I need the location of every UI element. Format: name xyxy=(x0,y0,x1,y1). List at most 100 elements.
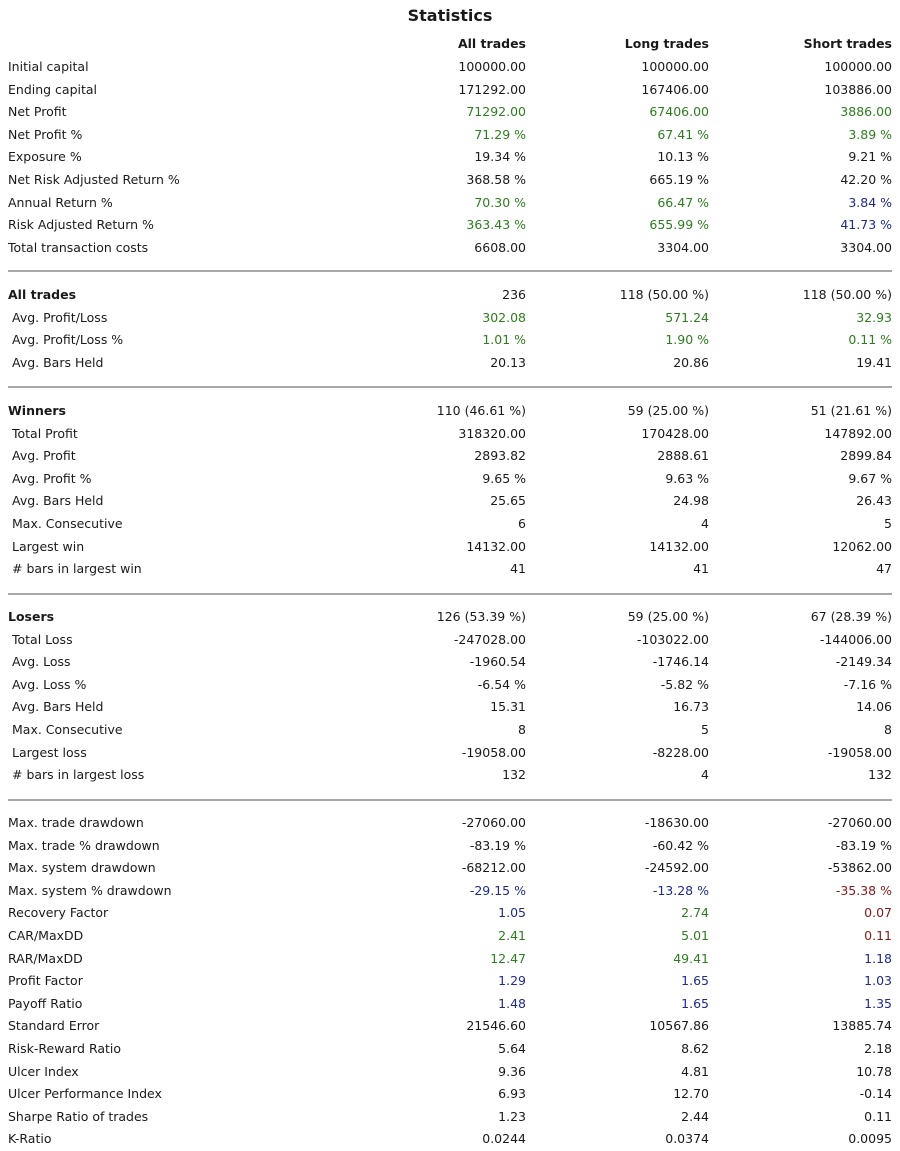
stat-row: Avg. Profit/Loss % 1.01 % 1.90 % 0.11 % xyxy=(0,329,900,351)
stat-value-long: -8228.00 xyxy=(652,744,709,760)
stat-value-short: 26.43 xyxy=(856,493,892,509)
stat-label: Ulcer Index xyxy=(8,1063,79,1079)
stat-row: CAR/MaxDD 2.41 5.01 0.11 xyxy=(0,925,900,947)
stat-value-short: 0.11 xyxy=(864,928,892,943)
stat-row: # bars in largest win 41 41 47 xyxy=(0,558,900,580)
stat-value-long: 5.01 xyxy=(681,928,709,943)
stat-value-long: 4 xyxy=(701,516,709,531)
stat-row: Max. Consecutive 8 5 8 xyxy=(0,719,900,741)
stat-row: # bars in largest loss 132 4 132 xyxy=(0,764,900,786)
stat-value-long: -24592.00 xyxy=(644,860,709,876)
stat-row: Recovery Factor 1.05 2.74 0.07 xyxy=(0,902,900,924)
stat-row: Avg. Profit 2893.82 2888.61 2899.84 xyxy=(0,445,900,467)
stat-value-all: 126 (53.39 %) xyxy=(436,609,526,624)
stat-value-short: 0.0095 xyxy=(848,1131,892,1147)
header-all-trades: All trades xyxy=(457,36,526,51)
stat-row: Standard Error 21546.60 10567.86 13885.74 xyxy=(0,1015,900,1037)
stat-row: Payoff Ratio 1.48 1.65 1.35 xyxy=(0,993,900,1015)
stat-label: Max. Consecutive xyxy=(12,722,123,737)
stat-value-short: -144006.00 xyxy=(819,631,892,647)
stat-value-short: 3.89 % xyxy=(848,126,892,142)
stat-value-long: 9.63 % xyxy=(665,470,709,486)
stat-value-all: 363.43 % xyxy=(466,217,526,233)
stat-label: Total Profit xyxy=(12,425,78,441)
stat-value-all: -27060.00 xyxy=(461,815,526,830)
stat-value-long: 100000.00 xyxy=(641,59,709,74)
stat-row: Avg. Loss % -6.54 % -5.82 % -7.16 % xyxy=(0,674,900,696)
stat-value-long: 12.70 xyxy=(673,1086,709,1102)
stat-row: Avg. Profit/Loss 302.08 571.24 32.93 xyxy=(0,307,900,329)
stat-row: Sharpe Ratio of trades 1.23 2.44 0.11 xyxy=(0,1106,900,1128)
stat-label: Max. system drawdown xyxy=(8,860,156,876)
stat-row: Net Risk Adjusted Return % 368.58 % 665.19… xyxy=(0,169,900,191)
stat-value-short: 5 xyxy=(884,516,892,531)
stat-value-all: 8 xyxy=(518,722,526,737)
stat-value-all: 71.29 % xyxy=(474,126,526,142)
stat-value-long: 8.62 xyxy=(681,1041,709,1056)
stat-label: Total Loss xyxy=(12,631,73,647)
stat-row: Avg. Bars Held 25.65 24.98 26.43 xyxy=(0,490,900,512)
stat-value-all: 1.05 xyxy=(498,905,526,921)
stat-value-all: 100000.00 xyxy=(458,59,526,74)
header-long-trades: Long trades xyxy=(624,36,709,51)
stat-value-short: 0.11 xyxy=(864,1108,892,1124)
stat-value-short: 51 (21.61 %) xyxy=(810,403,892,418)
stat-value-short: 147892.00 xyxy=(824,425,892,441)
stat-value-all: 9.65 % xyxy=(482,470,526,486)
stat-value-all: -29.15 % xyxy=(469,882,526,898)
stat-label: Net Profit xyxy=(8,104,67,120)
stat-value-short: 132 xyxy=(868,767,892,783)
stat-row: Total Profit 318320.00 170428.00 147892.00 xyxy=(0,423,900,445)
stat-label: K-Ratio xyxy=(8,1131,52,1147)
page-title: Statistics xyxy=(407,6,493,25)
stat-label: Avg. Profit/Loss xyxy=(12,309,108,325)
stat-value-long: 66.47 % xyxy=(657,194,709,210)
stat-label: Recovery Factor xyxy=(8,905,109,921)
stat-row: Ulcer Performance Index 6.93 12.70 -0.14 xyxy=(0,1083,900,1105)
stat-value-short: 3304.00 xyxy=(840,239,892,255)
stat-label: Initial capital xyxy=(8,59,89,74)
stat-label: Avg. Loss % xyxy=(12,676,87,692)
stat-row: RAR/MaxDD 12.47 49.41 1.18 xyxy=(0,948,900,970)
stat-row: Max. system drawdown -68212.00 -24592.00 -5… xyxy=(0,857,900,879)
stat-value-all: 25.65 xyxy=(490,493,526,509)
section-divider xyxy=(8,799,892,801)
stat-value-all: 15.31 xyxy=(490,699,526,715)
stat-label: Largest win xyxy=(12,538,85,554)
stat-row: Initial capital 100000.00 100000.00 100000.… xyxy=(0,56,900,78)
stat-value-short: 100000.00 xyxy=(824,59,892,74)
stat-value-all: 368.58 % xyxy=(466,172,526,187)
stat-value-long: 67406.00 xyxy=(649,104,709,120)
stat-value-short: 12062.00 xyxy=(832,538,892,554)
stat-label: Winners xyxy=(8,403,66,418)
stat-value-long: 167406.00 xyxy=(641,81,709,97)
stat-value-long: 10.13 % xyxy=(657,149,709,165)
stat-value-all: -247028.00 xyxy=(453,631,526,647)
stat-value-long: 10567.86 xyxy=(649,1018,709,1034)
stat-row: Avg. Bars Held 15.31 16.73 14.06 xyxy=(0,696,900,718)
stat-label: Avg. Bars Held xyxy=(12,354,104,370)
stat-value-short: 1.03 xyxy=(864,973,892,989)
stat-value-short: -19058.00 xyxy=(827,744,892,760)
section-header-row: Winners 110 (46.61 %) 59 (25.00 %) 51 (21.6… xyxy=(0,400,900,422)
section-divider xyxy=(8,593,892,595)
stat-value-short: 42.20 % xyxy=(840,172,892,187)
stat-value-all: -6.54 % xyxy=(477,676,526,692)
stat-value-long: 67.41 % xyxy=(657,126,709,142)
stat-value-all: 132 xyxy=(502,767,526,783)
stat-value-all: 6608.00 xyxy=(474,239,526,255)
stat-label: Avg. Bars Held xyxy=(12,699,104,715)
stat-value-long: 2.44 xyxy=(681,1108,709,1124)
stat-value-all: 41 xyxy=(510,561,526,577)
stat-row: Ulcer Index 9.36 4.81 10.78 xyxy=(0,1061,900,1083)
stat-value-all: 0.0244 xyxy=(482,1131,526,1147)
stat-value-short: 13885.74 xyxy=(832,1018,892,1034)
stat-value-short: 103886.00 xyxy=(824,81,892,97)
stat-label: Largest loss xyxy=(12,744,87,760)
stat-value-long: 5 xyxy=(701,722,709,737)
stat-label: Annual Return % xyxy=(8,194,113,210)
stat-value-long: 118 (50.00 %) xyxy=(619,287,709,302)
stat-value-short: 2899.84 xyxy=(840,448,892,464)
stat-label: RAR/MaxDD xyxy=(8,950,83,966)
stat-row: Ending capital 171292.00 167406.00 103886.0… xyxy=(0,79,900,101)
